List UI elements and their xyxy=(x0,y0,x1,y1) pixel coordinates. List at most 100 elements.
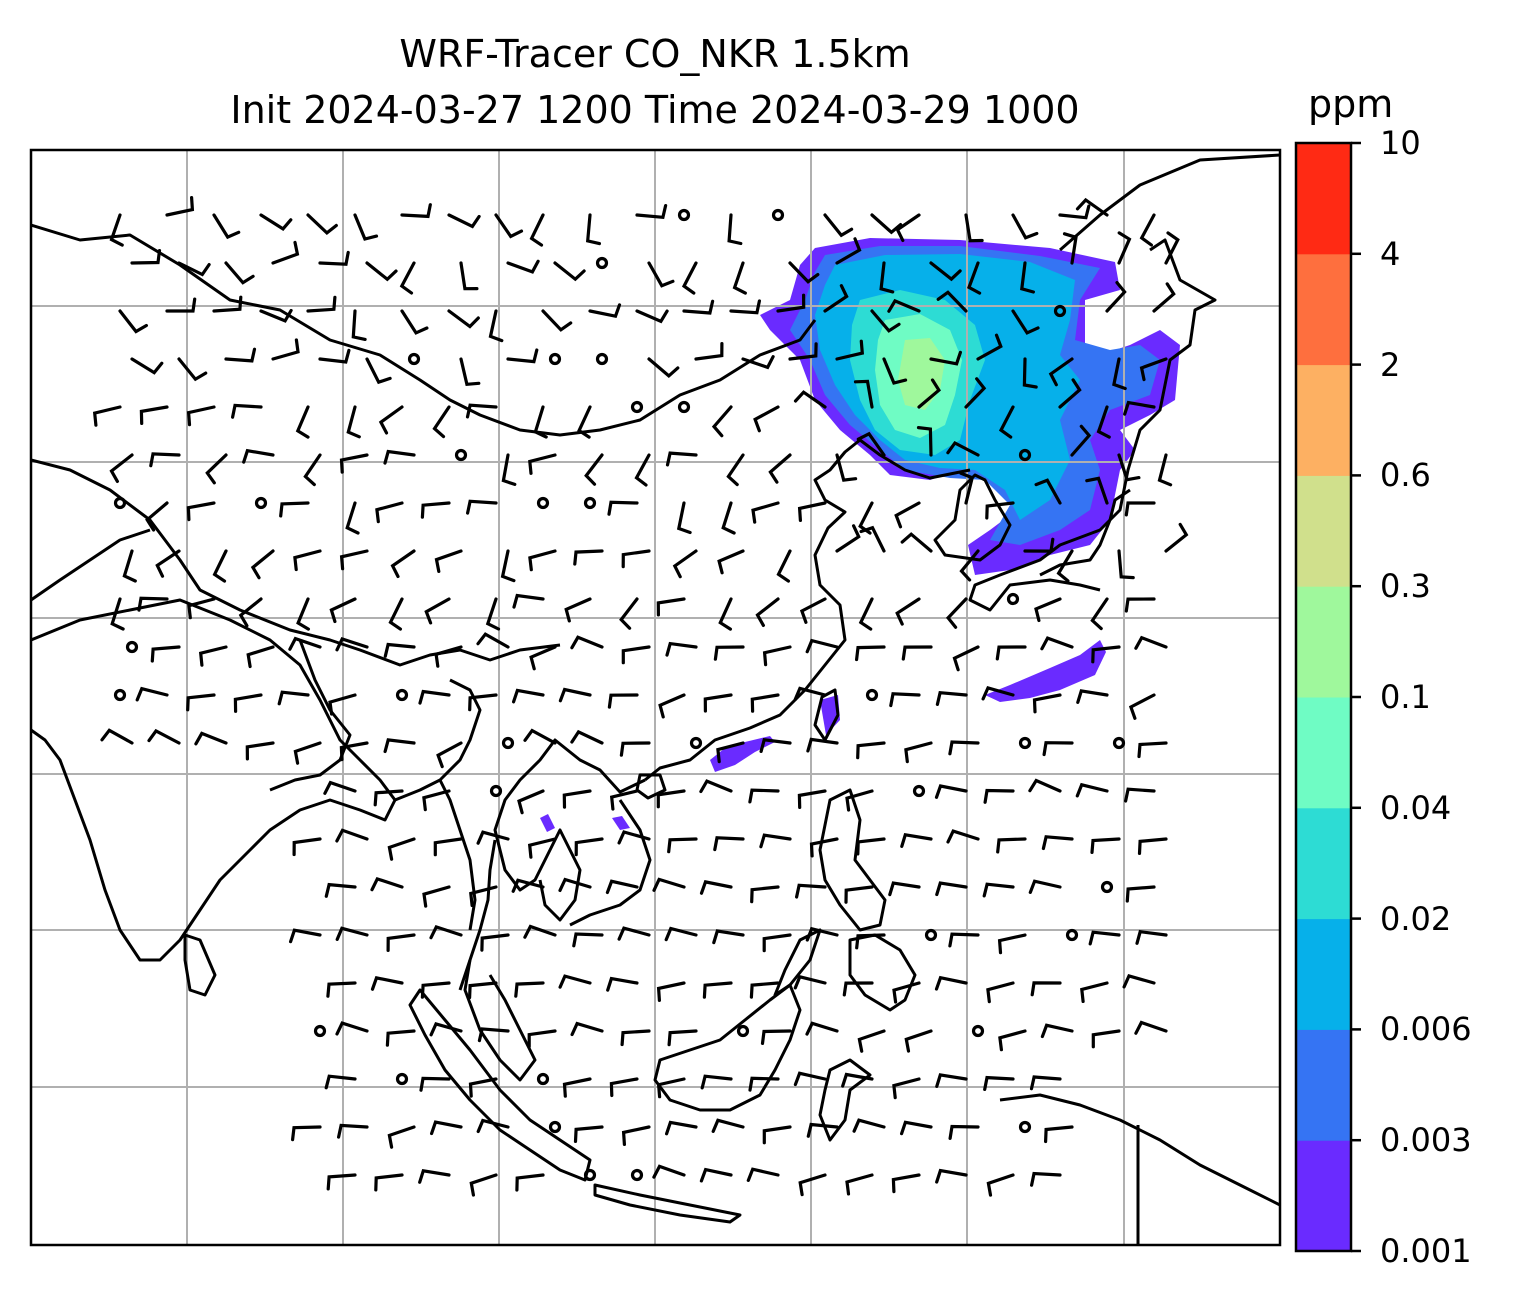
wind-barb xyxy=(1090,597,1109,631)
wind-barb xyxy=(339,453,369,474)
wind-barb xyxy=(447,309,480,329)
wind-barb xyxy=(900,1120,933,1136)
wind-barb xyxy=(476,632,510,649)
wind-barb xyxy=(468,981,498,1000)
wind-barb xyxy=(936,290,968,313)
wind-barb xyxy=(110,597,125,631)
wind-barb xyxy=(574,837,604,857)
wind-barb xyxy=(619,597,639,630)
wind-barb xyxy=(1091,1029,1121,1049)
wind-barb xyxy=(748,1076,780,1092)
wind-barb xyxy=(149,452,181,468)
wind-barb xyxy=(711,405,733,438)
colorbar-tick-label: 0.006 xyxy=(1380,1010,1472,1049)
wind-barb xyxy=(419,1076,451,1092)
wind-barb xyxy=(339,741,369,762)
wind-barb xyxy=(118,309,148,334)
wind-barb xyxy=(145,501,169,532)
wind-barb xyxy=(935,1168,968,1184)
wind-barb xyxy=(1042,741,1074,757)
wind-barb xyxy=(726,453,745,487)
wind-barb xyxy=(335,828,369,843)
wind-barb xyxy=(400,309,429,335)
wind-barb xyxy=(776,293,806,313)
wind-barb xyxy=(934,784,968,799)
wind-barb xyxy=(856,837,886,856)
wind-barb xyxy=(370,976,404,991)
wind-barb xyxy=(856,741,886,760)
wind-barb xyxy=(700,1074,733,1090)
wind-barb xyxy=(806,1122,839,1138)
wind-barb xyxy=(573,1125,604,1143)
wind-barb xyxy=(585,213,601,246)
wind-barb xyxy=(823,213,854,238)
calm-wind-marker xyxy=(971,1024,985,1038)
wind-barb xyxy=(607,693,639,709)
wind-barb xyxy=(998,1029,1027,1052)
wind-barb xyxy=(1023,537,1055,553)
wind-barb xyxy=(459,261,479,291)
wind-barb xyxy=(997,933,1027,955)
wind-barb xyxy=(388,597,404,631)
calm-wind-marker xyxy=(1065,928,1079,942)
wind-barb xyxy=(948,740,980,756)
wind-barb xyxy=(422,885,451,908)
wind-barb xyxy=(1124,597,1156,613)
wind-barb xyxy=(750,693,780,713)
wind-barb xyxy=(711,1118,745,1133)
wind-barb xyxy=(635,309,669,324)
wind-barb xyxy=(793,390,827,409)
wind-barb xyxy=(894,501,921,529)
wind-barb xyxy=(856,431,886,457)
calm-wind-marker xyxy=(583,1168,597,1182)
colorbar-segment xyxy=(1296,475,1351,587)
wind-barb xyxy=(100,728,134,745)
wind-barb xyxy=(326,1173,357,1191)
wind-barb xyxy=(917,378,941,409)
calm-wind-marker xyxy=(1053,304,1067,318)
wind-barb xyxy=(430,1120,463,1136)
wind-barb xyxy=(845,1173,874,1196)
wind-barb xyxy=(466,499,498,515)
wind-barb xyxy=(1135,929,1168,945)
wind-barb xyxy=(1090,837,1121,854)
wind-barb xyxy=(981,685,1015,701)
wind-barb xyxy=(245,741,275,761)
wind-barb xyxy=(329,597,357,624)
wind-barb xyxy=(1124,501,1156,517)
wind-barb xyxy=(422,789,451,812)
wind-barb xyxy=(665,451,698,467)
wind-barb xyxy=(420,501,451,519)
wind-barb xyxy=(92,405,122,427)
wind-barb xyxy=(506,348,539,364)
wind-barb xyxy=(948,1124,980,1140)
wind-barb xyxy=(1048,357,1074,387)
wind-barb xyxy=(1011,213,1039,240)
wind-barb xyxy=(1034,597,1062,623)
wind-barb xyxy=(835,453,858,482)
wind-barb xyxy=(328,693,357,716)
wind-barb xyxy=(570,635,604,650)
wind-barb xyxy=(788,261,820,284)
calm-wind-marker xyxy=(113,688,127,702)
wind-barb xyxy=(976,333,1003,361)
wind-barb xyxy=(130,357,164,375)
wind-barb xyxy=(177,357,208,382)
wind-barb xyxy=(982,882,1015,898)
wind-barb xyxy=(682,299,715,315)
wind-barb xyxy=(755,597,780,627)
wind-barb xyxy=(383,642,416,658)
wind-barb xyxy=(665,641,698,657)
wind-barb xyxy=(621,645,651,665)
wind-barb xyxy=(681,261,698,295)
wind-barb xyxy=(1122,973,1156,989)
wind-barb xyxy=(1105,281,1127,313)
wind-barb xyxy=(155,549,181,578)
wind-barb xyxy=(137,596,169,612)
wind-barb xyxy=(788,342,818,361)
calm-wind-marker xyxy=(313,1024,327,1038)
wind-barb xyxy=(1112,357,1127,391)
wind-barb xyxy=(748,788,780,804)
wind-barb xyxy=(480,933,510,952)
